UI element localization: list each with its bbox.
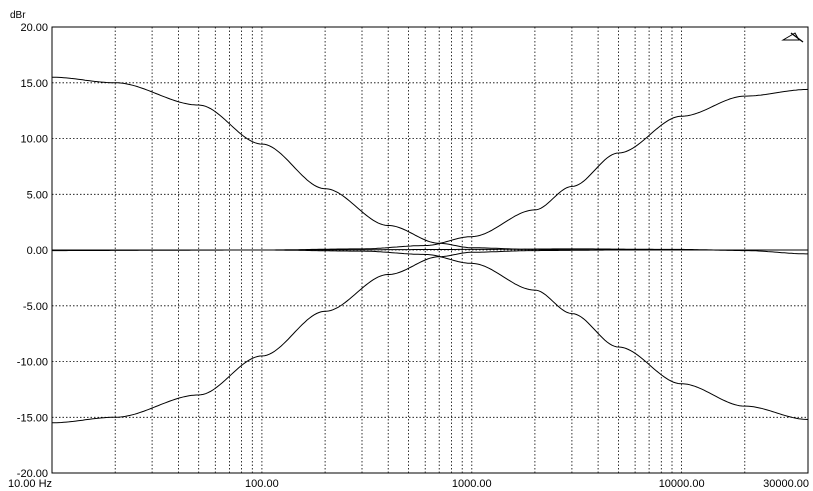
y-axis-ticks: 20.00 15.00 10.00 5.00 0.00 -5.00 -10.00 -15.00… — [17, 22, 48, 480]
series-line — [52, 249, 809, 420]
x-tick-label: 10.00 Hz — [8, 478, 52, 490]
series-line — [52, 88, 809, 251]
x-tick-label: 100.00 — [245, 478, 279, 490]
y-tick-label: 20.00 — [20, 22, 48, 34]
x-tick-label: 1000.00 — [452, 478, 492, 490]
plot-frame — [51, 26, 809, 474]
y-tick-label: 15.00 — [20, 78, 48, 90]
y-tick-label: 10.00 — [20, 134, 48, 146]
y-tick-label: -5.00 — [23, 301, 48, 313]
cursor-icon[interactable] — [781, 32, 804, 43]
y-axis-label: dBr — [10, 10, 26, 21]
x-tick-label: 10000.00 — [659, 478, 705, 490]
y-tick-label: -15.00 — [17, 412, 48, 424]
series-line — [52, 76, 808, 251]
y-tick-label: -20.00 — [17, 468, 48, 480]
series-line — [52, 249, 808, 424]
plot-area — [52, 76, 809, 424]
y-tick-label: 5.00 — [27, 189, 48, 201]
x-tick-label: 30000.00 — [763, 478, 809, 490]
series-line — [52, 248, 808, 255]
y-tick-label: -10.00 — [17, 357, 48, 369]
y-tick-label: 0.00 — [27, 245, 48, 257]
x-axis-ticks: 10.00 Hz 100.00 1000.00 10000.00 30000.00 — [8, 478, 809, 490]
